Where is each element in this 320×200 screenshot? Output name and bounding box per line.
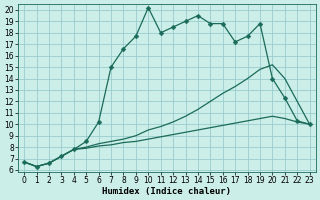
X-axis label: Humidex (Indice chaleur): Humidex (Indice chaleur) xyxy=(102,187,231,196)
